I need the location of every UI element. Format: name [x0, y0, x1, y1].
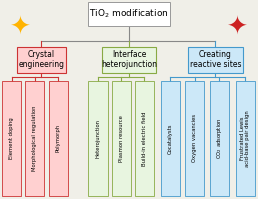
Text: Crystal
engineering: Crystal engineering: [18, 50, 64, 69]
Text: ✦: ✦: [10, 16, 31, 40]
Text: Creating
reactive sites: Creating reactive sites: [190, 50, 241, 69]
Text: Heterojunction: Heterojunction: [95, 119, 101, 158]
FancyBboxPatch shape: [25, 81, 44, 196]
FancyBboxPatch shape: [236, 81, 255, 196]
Text: TiO$_2$ modification: TiO$_2$ modification: [89, 8, 169, 20]
FancyBboxPatch shape: [210, 81, 229, 196]
Text: Frustrated Lewis
acid-base pair design: Frustrated Lewis acid-base pair design: [240, 110, 250, 167]
FancyBboxPatch shape: [88, 2, 170, 26]
FancyBboxPatch shape: [49, 81, 68, 196]
FancyBboxPatch shape: [102, 47, 156, 73]
FancyBboxPatch shape: [185, 81, 204, 196]
Text: Element doping: Element doping: [9, 117, 14, 159]
FancyBboxPatch shape: [135, 81, 154, 196]
Text: Interface
heterojunction: Interface heterojunction: [101, 50, 157, 69]
Text: Polymorph: Polymorph: [55, 124, 61, 152]
FancyBboxPatch shape: [88, 81, 108, 196]
Text: Cocatalysts: Cocatalysts: [168, 123, 173, 154]
FancyBboxPatch shape: [112, 81, 131, 196]
FancyBboxPatch shape: [188, 47, 243, 73]
FancyBboxPatch shape: [2, 81, 21, 196]
Text: CO$_2$ adsorption: CO$_2$ adsorption: [215, 117, 224, 159]
Text: Build-in electric field: Build-in electric field: [142, 111, 147, 166]
Text: Morphological regulation: Morphological regulation: [32, 105, 37, 171]
Text: ✦: ✦: [227, 16, 248, 40]
Text: Oxygen vacancies: Oxygen vacancies: [192, 114, 197, 162]
FancyBboxPatch shape: [17, 47, 66, 73]
FancyBboxPatch shape: [161, 81, 180, 196]
Text: Plasmon resource: Plasmon resource: [119, 115, 124, 162]
